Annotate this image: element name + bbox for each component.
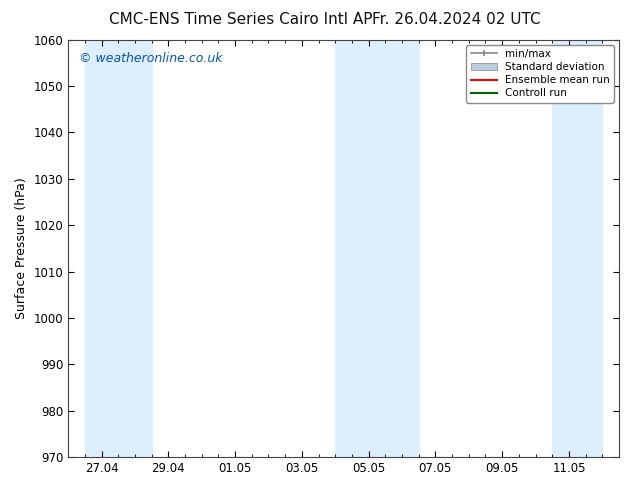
Bar — [85, 40, 152, 457]
Legend: min/max, Standard deviation, Ensemble mean run, Controll run: min/max, Standard deviation, Ensemble me… — [467, 45, 614, 102]
Bar — [552, 40, 602, 457]
Text: © weatheronline.co.uk: © weatheronline.co.uk — [79, 52, 223, 65]
Bar — [335, 40, 418, 457]
Y-axis label: Surface Pressure (hPa): Surface Pressure (hPa) — [15, 177, 28, 319]
Text: CMC-ENS Time Series Cairo Intl AP: CMC-ENS Time Series Cairo Intl AP — [109, 12, 373, 27]
Text: Fr. 26.04.2024 02 UTC: Fr. 26.04.2024 02 UTC — [372, 12, 541, 27]
